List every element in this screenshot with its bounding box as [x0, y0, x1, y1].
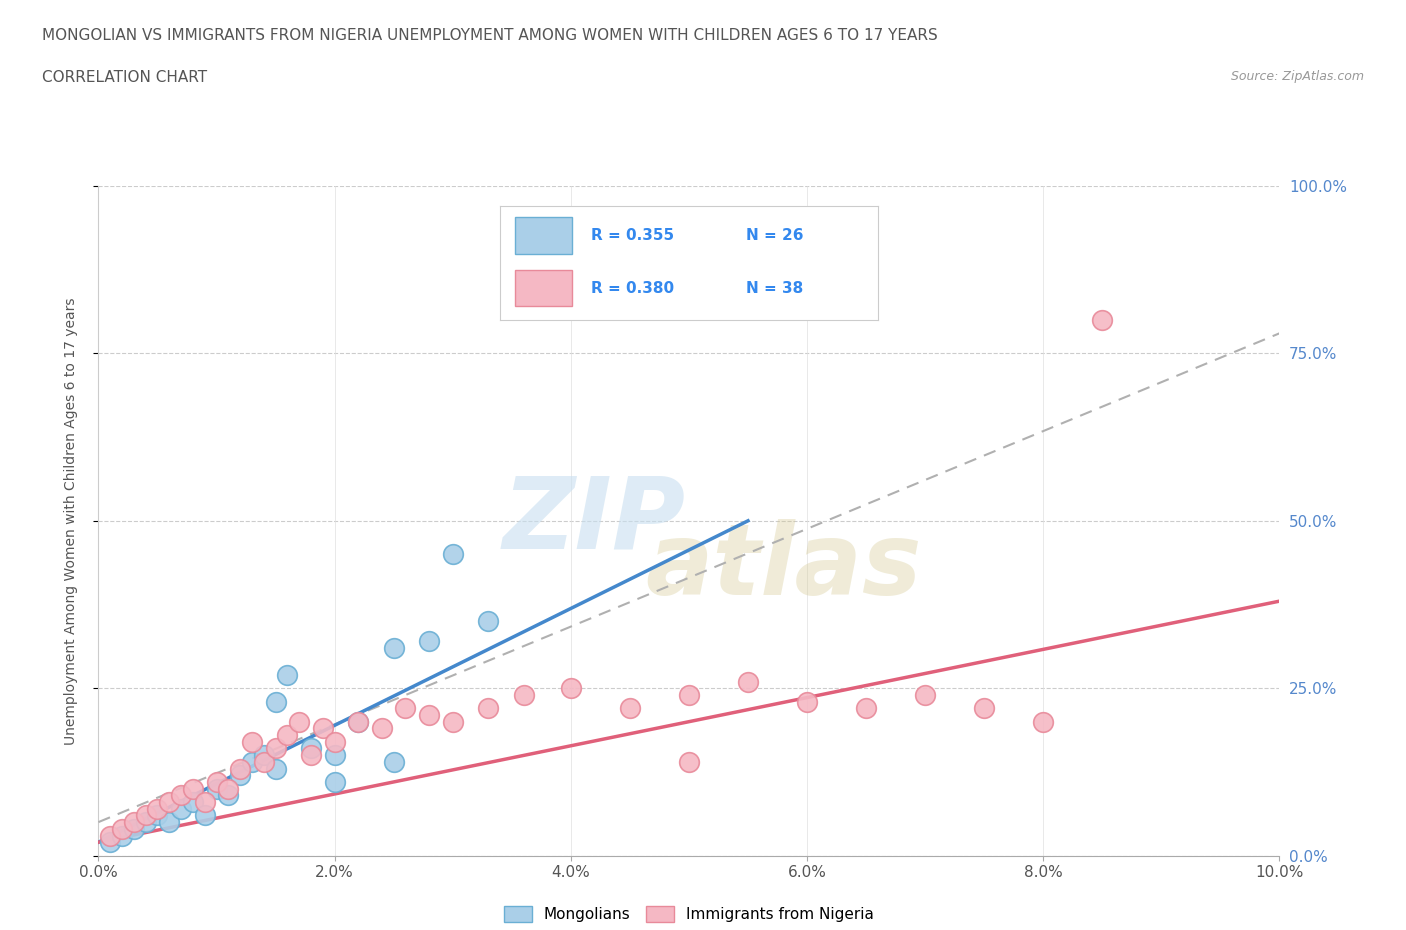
Point — [347, 714, 370, 729]
Point — [973, 701, 995, 716]
Point — [347, 714, 370, 729]
Point — [371, 721, 394, 736]
Point — [170, 788, 193, 803]
Point — [217, 781, 239, 796]
Point — [157, 815, 180, 830]
Text: ZIP: ZIP — [503, 472, 686, 569]
Point — [560, 681, 582, 696]
Point — [394, 701, 416, 716]
Point — [240, 735, 263, 750]
Point — [737, 674, 759, 689]
Point — [264, 761, 287, 776]
Point — [146, 802, 169, 817]
Point — [323, 748, 346, 763]
Point — [276, 727, 298, 742]
Point — [205, 775, 228, 790]
Point — [382, 641, 405, 656]
Point — [253, 754, 276, 769]
Point — [796, 694, 818, 709]
Point — [323, 735, 346, 750]
Point — [1091, 312, 1114, 327]
Point — [678, 687, 700, 702]
Point — [253, 748, 276, 763]
Point — [855, 701, 877, 716]
Point — [122, 821, 145, 836]
Point — [240, 754, 263, 769]
Point — [205, 781, 228, 796]
Point — [157, 794, 180, 809]
Point — [477, 614, 499, 629]
Point — [914, 687, 936, 702]
Point — [299, 748, 322, 763]
Point — [181, 781, 204, 796]
Point — [382, 754, 405, 769]
Point — [264, 694, 287, 709]
Point — [441, 714, 464, 729]
Point — [194, 794, 217, 809]
Point — [135, 808, 157, 823]
Point — [170, 802, 193, 817]
Point — [276, 668, 298, 683]
Legend: Mongolians, Immigrants from Nigeria: Mongolians, Immigrants from Nigeria — [498, 900, 880, 928]
Text: CORRELATION CHART: CORRELATION CHART — [42, 70, 207, 85]
Point — [512, 687, 534, 702]
Point — [312, 721, 335, 736]
Point — [678, 754, 700, 769]
Point — [264, 741, 287, 756]
Point — [477, 701, 499, 716]
Point — [111, 828, 134, 843]
Point — [217, 788, 239, 803]
Point — [441, 547, 464, 562]
Point — [229, 768, 252, 783]
Point — [194, 808, 217, 823]
Point — [98, 835, 121, 850]
Point — [299, 741, 322, 756]
Point — [98, 828, 121, 843]
Point — [619, 701, 641, 716]
Point — [135, 815, 157, 830]
Point — [1032, 714, 1054, 729]
Y-axis label: Unemployment Among Women with Children Ages 6 to 17 years: Unemployment Among Women with Children A… — [63, 297, 77, 745]
Point — [288, 714, 311, 729]
Point — [122, 815, 145, 830]
Point — [111, 821, 134, 836]
Text: MONGOLIAN VS IMMIGRANTS FROM NIGERIA UNEMPLOYMENT AMONG WOMEN WITH CHILDREN AGES: MONGOLIAN VS IMMIGRANTS FROM NIGERIA UNE… — [42, 28, 938, 43]
Text: atlas: atlas — [645, 519, 922, 617]
Point — [229, 761, 252, 776]
Point — [181, 794, 204, 809]
Point — [418, 634, 440, 649]
Point — [418, 708, 440, 723]
Text: Source: ZipAtlas.com: Source: ZipAtlas.com — [1230, 70, 1364, 83]
Point — [146, 808, 169, 823]
Point — [323, 775, 346, 790]
